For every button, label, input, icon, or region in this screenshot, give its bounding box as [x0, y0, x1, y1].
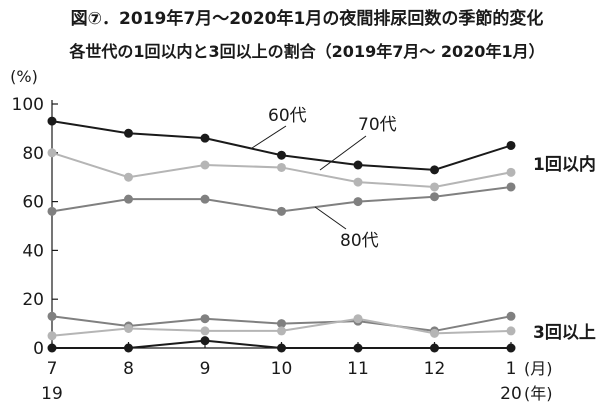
data-point: [506, 326, 516, 336]
series-leader-line: [251, 125, 287, 149]
y-tick-label: 60: [22, 193, 44, 213]
data-point: [47, 116, 57, 126]
data-point: [506, 182, 516, 192]
data-point: [430, 343, 439, 353]
data-point: [124, 128, 133, 138]
data-point: [200, 314, 210, 324]
data-point: [277, 343, 286, 353]
data-point: [124, 194, 133, 204]
data-point: [124, 343, 133, 353]
x-tick-label: 12: [424, 359, 446, 379]
group-label-over3: 3回以上: [533, 323, 596, 343]
chart-subtitle: 各世代の1回以内と3回以上の割合（2019年7月～ 2020年1月）: [69, 42, 545, 61]
data-point: [430, 192, 439, 202]
x-tick-label: 8: [123, 359, 134, 379]
data-point: [200, 336, 210, 346]
chart-title: 図⑦．2019年7月～2020年1月の夜間排尿回数の季節的変化: [70, 9, 544, 29]
data-point: [200, 194, 210, 204]
data-point: [430, 328, 439, 338]
series-points: [47, 116, 516, 353]
y-axis-unit: (%): [10, 67, 38, 86]
x-tick-label: 10: [271, 359, 293, 379]
data-point: [47, 206, 57, 216]
x-tick-label: 9: [200, 359, 211, 379]
data-point: [430, 165, 439, 175]
series-label: 80代: [340, 231, 379, 251]
data-point: [47, 148, 57, 158]
y-tick-label: 20: [22, 290, 44, 310]
series-leader-line: [319, 135, 367, 171]
x-axis-year-unit: (年): [524, 384, 553, 403]
data-point: [47, 343, 57, 353]
data-point: [200, 133, 210, 143]
x-tick-label: 11: [347, 359, 369, 379]
data-point: [277, 319, 286, 329]
x-axis-month-unit: (月): [524, 359, 553, 378]
x-tick-label: 7: [47, 359, 58, 379]
x-tick-label: 1: [506, 359, 517, 379]
data-point: [124, 323, 133, 333]
data-point: [506, 167, 516, 177]
data-point: [47, 331, 57, 341]
data-point: [353, 314, 363, 324]
data-point: [353, 343, 363, 353]
data-point: [277, 206, 286, 216]
data-point: [200, 326, 210, 336]
x-year-label: 19: [41, 384, 63, 404]
series-label: 60代: [268, 106, 307, 126]
data-point: [506, 343, 516, 353]
data-point: [353, 160, 363, 170]
data-point: [124, 172, 133, 182]
data-point: [353, 177, 363, 187]
series-leader-line: [314, 206, 347, 230]
x-year-label: 20: [500, 384, 522, 404]
data-point: [200, 160, 210, 170]
data-point: [277, 150, 286, 160]
data-point: [277, 326, 286, 336]
group-label-within1: 1回以内: [533, 154, 596, 175]
y-tick-label: 40: [22, 241, 44, 261]
data-point: [506, 311, 516, 321]
data-point: [506, 140, 516, 150]
data-point: [430, 182, 439, 192]
data-point: [47, 311, 57, 321]
y-tick-label: 80: [22, 144, 44, 164]
y-tick-label: 100: [12, 95, 44, 115]
data-point: [353, 197, 363, 207]
series-label: 70代: [358, 115, 397, 135]
y-tick-label: 0: [33, 339, 44, 359]
series-labels: 60代 70代 80代 1回以内 3回以上: [251, 106, 596, 343]
data-point: [277, 162, 286, 172]
